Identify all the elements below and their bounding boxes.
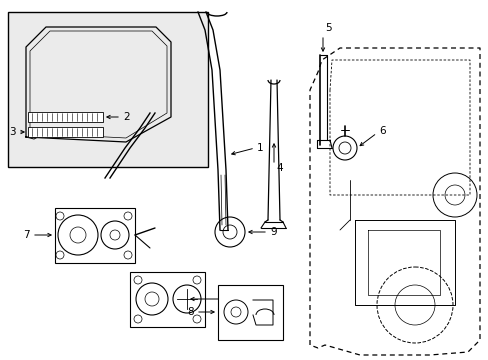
Text: 4: 4 <box>275 163 282 173</box>
Text: 6: 6 <box>378 126 385 136</box>
Text: 7: 7 <box>23 230 30 240</box>
Text: 8: 8 <box>187 307 194 317</box>
Bar <box>218 285 283 340</box>
Bar <box>8 12 207 167</box>
Bar <box>55 208 135 263</box>
Text: 9: 9 <box>269 227 276 237</box>
Text: 5: 5 <box>325 23 331 33</box>
Bar <box>28 112 103 122</box>
Text: 3: 3 <box>9 127 16 137</box>
Bar <box>130 272 204 327</box>
Bar <box>28 127 103 137</box>
Text: 10: 10 <box>224 294 237 304</box>
Text: 2: 2 <box>123 112 129 122</box>
Text: 1: 1 <box>257 143 263 153</box>
